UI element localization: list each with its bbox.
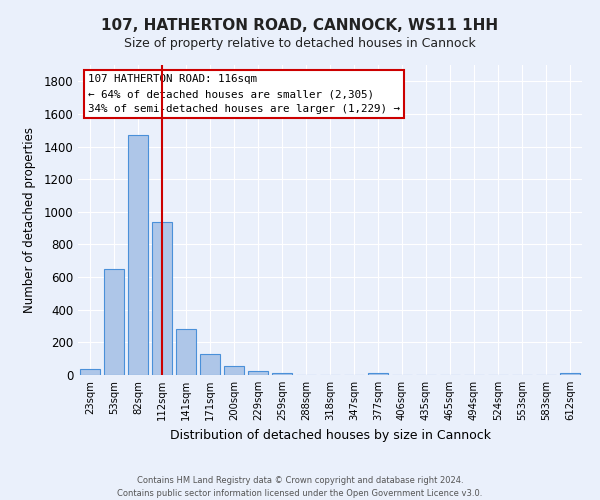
Bar — [200, 354, 220, 375]
Text: Size of property relative to detached houses in Cannock: Size of property relative to detached ho… — [124, 38, 476, 51]
Text: Contains HM Land Registry data © Crown copyright and database right 2024.
Contai: Contains HM Land Registry data © Crown c… — [118, 476, 482, 498]
Bar — [248, 372, 268, 375]
Bar — [560, 372, 580, 375]
Bar — [272, 372, 292, 375]
Text: 107 HATHERTON ROAD: 116sqm
← 64% of detached houses are smaller (2,305)
34% of s: 107 HATHERTON ROAD: 116sqm ← 64% of deta… — [88, 74, 400, 114]
Text: 107, HATHERTON ROAD, CANNOCK, WS11 1HH: 107, HATHERTON ROAD, CANNOCK, WS11 1HH — [101, 18, 499, 32]
Bar — [104, 270, 124, 375]
Bar — [224, 366, 244, 375]
Bar — [368, 372, 388, 375]
Bar — [152, 222, 172, 375]
Bar — [176, 330, 196, 375]
Y-axis label: Number of detached properties: Number of detached properties — [23, 127, 37, 313]
X-axis label: Distribution of detached houses by size in Cannock: Distribution of detached houses by size … — [170, 428, 491, 442]
Bar — [128, 135, 148, 375]
Bar — [80, 369, 100, 375]
